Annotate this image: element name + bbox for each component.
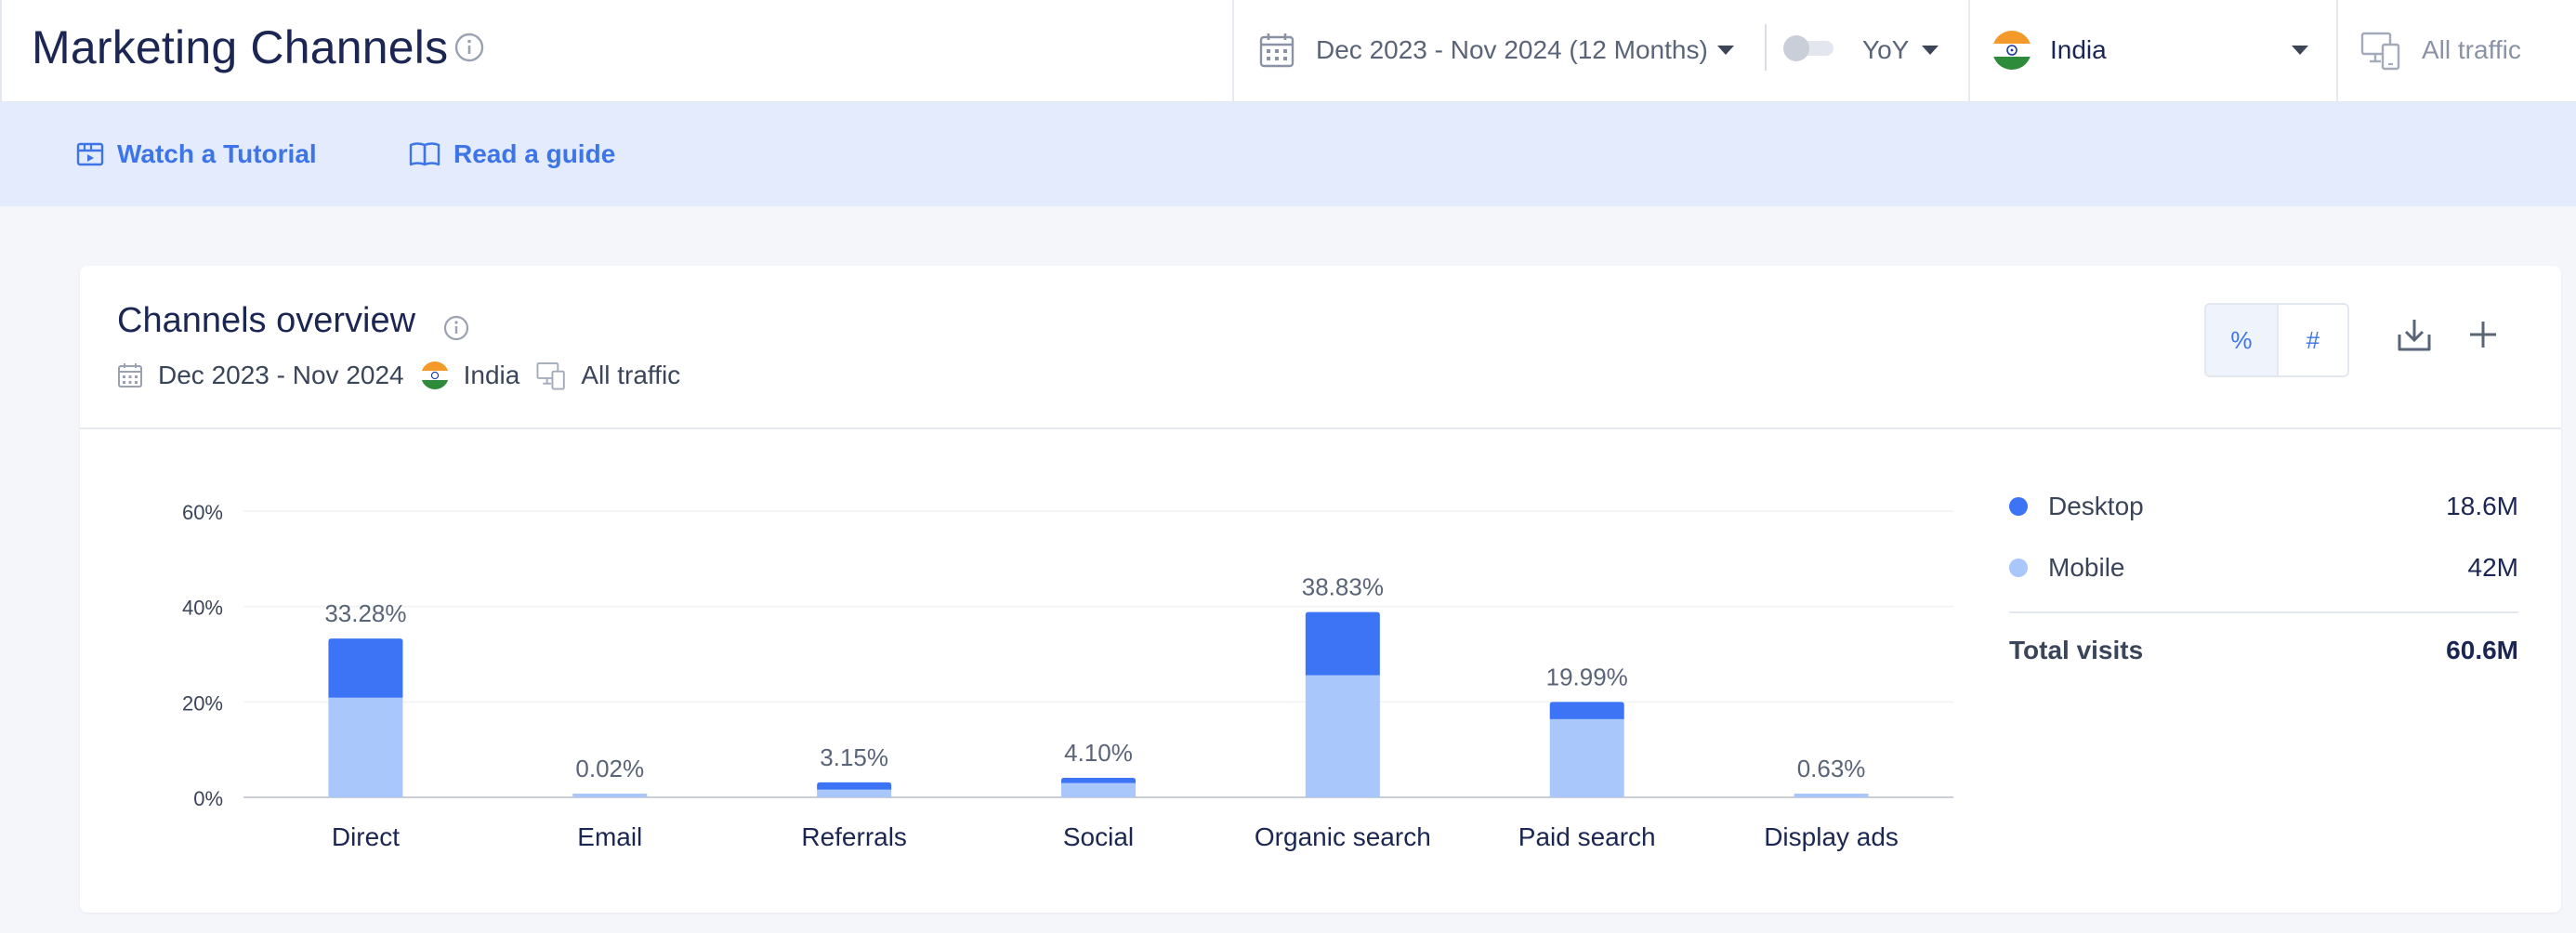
bar-value-label: 3.15% — [820, 743, 888, 771]
number-toggle-button[interactable]: # — [2276, 305, 2347, 375]
bar-value-label: 19.99% — [1546, 663, 1628, 690]
y-tick-label: 60% — [182, 501, 223, 524]
download-icon[interactable] — [2394, 314, 2435, 355]
header-divider — [1232, 0, 1234, 102]
x-tick-label: Direct — [332, 822, 400, 851]
legend-total-value: 60.6M — [2446, 636, 2518, 664]
chart-legend: Desktop 18.6M Mobile 42M Total visits 60… — [2009, 476, 2518, 688]
mobile-color-dot — [2009, 558, 2028, 577]
desktop-color-dot — [2009, 497, 2028, 516]
bar-mobile — [1549, 718, 1624, 797]
yoy-label: YoY — [1862, 35, 1910, 64]
plus-icon[interactable] — [2463, 314, 2504, 355]
unit-toggle: % # — [2204, 303, 2349, 377]
bar-desktop — [328, 638, 403, 698]
chevron-down-icon — [1716, 46, 1734, 55]
video-icon — [76, 142, 104, 166]
meta-date: Dec 2023 - Nov 2024 — [117, 361, 404, 390]
header-divider — [1968, 0, 1970, 102]
devices-icon — [536, 361, 566, 390]
legend-desktop-label: Desktop — [2048, 492, 2144, 520]
bar-mobile — [817, 789, 892, 797]
legend-mobile-value: 42M — [2467, 553, 2518, 582]
channels-overview-card: Channels overview Dec 2023 - Nov 2024 — [80, 266, 2561, 913]
traffic-label: All traffic — [2422, 35, 2521, 64]
card-divider — [80, 427, 2561, 429]
calendar-icon — [118, 363, 142, 388]
info-icon[interactable] — [442, 314, 470, 342]
top-header: Marketing Channels Dec 2023 - Nov 2024 (… — [0, 0, 2576, 102]
legend-item-mobile[interactable]: Mobile 42M — [2009, 537, 2518, 598]
x-tick-label: Display ads — [1764, 822, 1899, 851]
y-tick-label: 20% — [182, 691, 223, 715]
yoy-toggle[interactable] — [1783, 35, 1835, 61]
x-tick-label: Organic search — [1255, 822, 1431, 851]
meta-date-label: Dec 2023 - Nov 2024 — [158, 361, 404, 389]
devices-icon — [2360, 32, 2400, 71]
bar-desktop — [1305, 611, 1380, 676]
card-meta: Dec 2023 - Nov 2024 India All traff — [117, 359, 697, 392]
legend-mobile-label: Mobile — [2048, 553, 2125, 582]
y-tick-label: 40% — [182, 597, 223, 620]
bar-mobile — [1794, 794, 1869, 797]
calendar-icon — [1259, 33, 1295, 68]
bar-value-label: 38.83% — [1302, 573, 1384, 601]
country-selector[interactable]: India — [1992, 24, 2308, 76]
x-tick-label: Email — [577, 822, 642, 851]
bar-mobile — [1305, 675, 1380, 797]
x-tick-label: Social — [1063, 822, 1134, 851]
india-flag-icon — [420, 361, 449, 389]
help-banner: Watch a Tutorial Read a guide — [0, 102, 2576, 206]
toggle-knob — [1783, 35, 1809, 61]
x-tick-label: Paid search — [1518, 822, 1656, 851]
bar-mobile — [572, 794, 648, 797]
book-icon — [409, 142, 440, 166]
info-icon[interactable] — [453, 32, 485, 63]
x-tick-label: Referrals — [801, 822, 907, 851]
header-divider — [1765, 24, 1767, 71]
watch-tutorial-link[interactable]: Watch a Tutorial — [76, 136, 317, 173]
bar-mobile — [328, 697, 403, 797]
bar-desktop — [1061, 777, 1136, 783]
date-range-picker[interactable]: Dec 2023 - Nov 2024 (12 Months) — [1258, 24, 1734, 76]
meta-country: India — [420, 361, 520, 390]
chevron-down-icon — [2292, 46, 2308, 55]
meta-country-label: India — [463, 361, 520, 389]
legend-total-label: Total visits — [2009, 636, 2144, 664]
bar-value-label: 0.63% — [1797, 755, 1866, 782]
traffic-selector[interactable]: All traffic — [2360, 24, 2521, 76]
india-flag-icon — [1992, 31, 2031, 70]
bar-desktop — [1549, 702, 1624, 719]
bar-mobile — [1061, 782, 1136, 797]
header-divider — [2336, 0, 2338, 102]
page-title: Marketing Channels — [32, 21, 449, 73]
bar-value-label: 33.28% — [324, 599, 406, 627]
percent-toggle-button[interactable]: % — [2206, 305, 2277, 375]
watch-tutorial-label: Watch a Tutorial — [117, 139, 317, 168]
legend-item-desktop[interactable]: Desktop 18.6M — [2009, 476, 2518, 537]
yoy-dropdown[interactable]: YoY — [1862, 24, 1939, 76]
legend-desktop-value: 18.6M — [2446, 492, 2518, 520]
read-guide-label: Read a guide — [453, 139, 616, 168]
y-tick-label: 0% — [193, 787, 223, 810]
chevron-down-icon — [1922, 46, 1939, 55]
bar-value-label: 4.10% — [1064, 739, 1133, 767]
bar-desktop — [817, 782, 892, 790]
legend-total: Total visits 60.6M — [2009, 613, 2518, 688]
channels-bar-chart: 60% 40% 20% 0% 33.28% Direct 0.02% Email 3.15% Re… — [182, 501, 1953, 851]
country-label: India — [2050, 35, 2107, 64]
read-guide-link[interactable]: Read a guide — [409, 136, 615, 173]
legend-divider — [2009, 611, 2518, 613]
card-title: Channels overview — [117, 301, 416, 340]
meta-traffic: All traffic — [536, 361, 680, 390]
meta-traffic-label: All traffic — [581, 361, 681, 389]
date-range-label: Dec 2023 - Nov 2024 (12 Months) — [1316, 35, 1708, 64]
bar-value-label: 0.02% — [575, 755, 644, 782]
